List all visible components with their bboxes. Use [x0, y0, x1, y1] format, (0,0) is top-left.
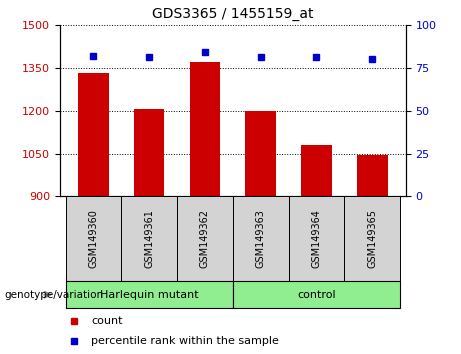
Bar	[134, 109, 165, 196]
Title: GDS3365 / 1455159_at: GDS3365 / 1455159_at	[152, 7, 313, 21]
Bar	[121, 196, 177, 281]
Text: GSM149363: GSM149363	[256, 210, 266, 268]
Text: Harlequin mutant: Harlequin mutant	[100, 290, 199, 300]
Bar	[245, 110, 276, 196]
Bar	[233, 281, 400, 308]
Text: genotype/variation: genotype/variation	[5, 290, 104, 300]
Bar	[177, 196, 233, 281]
Text: GSM149365: GSM149365	[367, 210, 377, 268]
Text: GSM149364: GSM149364	[312, 210, 321, 268]
Bar	[357, 155, 388, 196]
Text: GSM149362: GSM149362	[200, 210, 210, 268]
Bar	[65, 196, 121, 281]
Text: GSM149361: GSM149361	[144, 210, 154, 268]
Bar	[65, 281, 233, 308]
Text: GSM149360: GSM149360	[89, 210, 98, 268]
Bar	[78, 73, 109, 196]
Bar	[344, 196, 400, 281]
Bar	[289, 196, 344, 281]
Text: control: control	[297, 290, 336, 300]
Bar	[189, 62, 220, 196]
Bar	[233, 196, 289, 281]
Text: percentile rank within the sample: percentile rank within the sample	[91, 336, 279, 346]
Bar	[301, 145, 332, 196]
Text: count: count	[91, 316, 123, 326]
